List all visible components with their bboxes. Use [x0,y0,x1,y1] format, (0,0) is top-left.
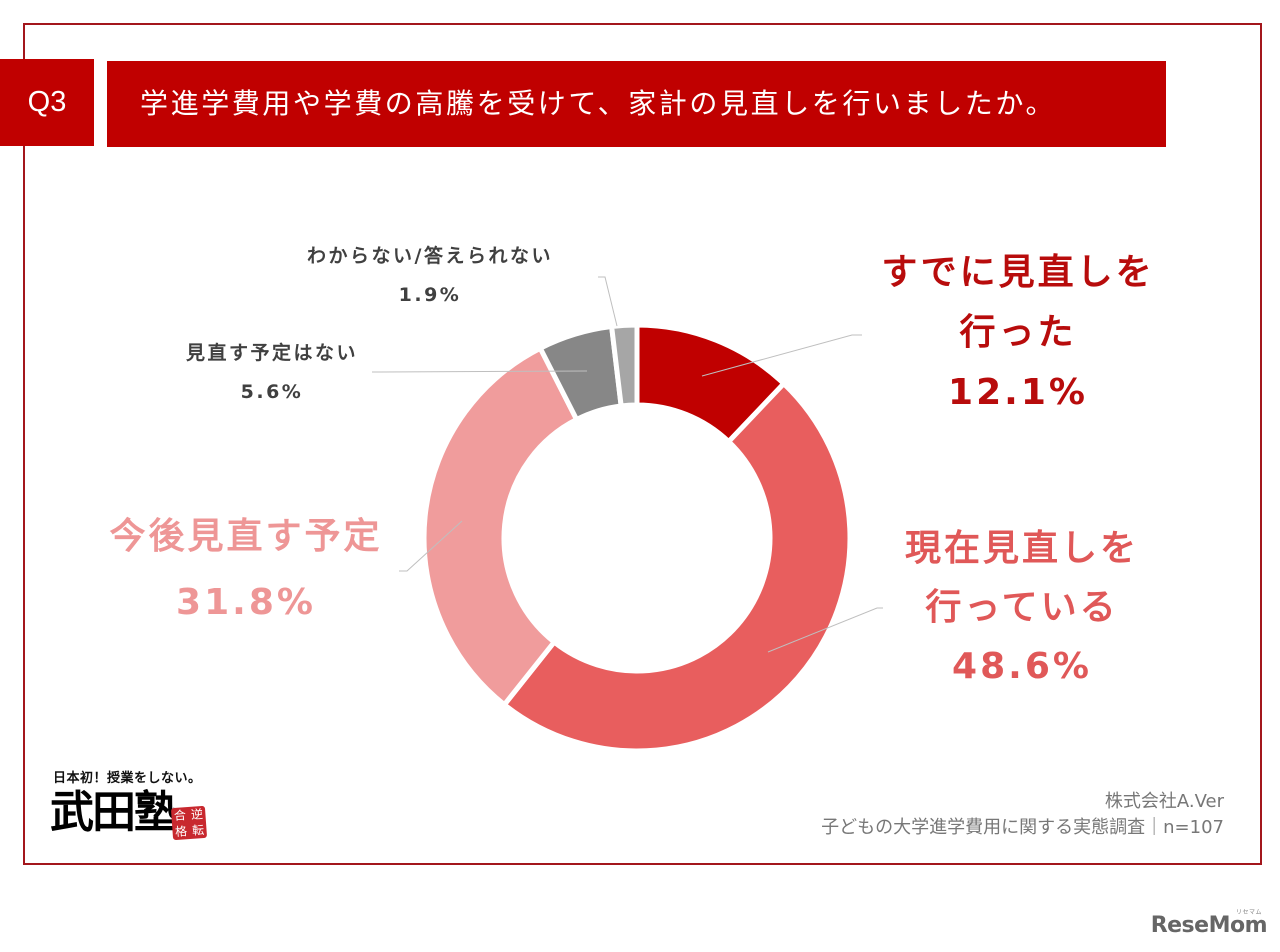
slide-frame [23,23,1262,865]
donut-segments [421,322,853,754]
question-number-badge: Q3 [0,59,94,146]
label-plan-to-review: 今後見直す予定 31.8% [36,504,456,636]
page-title: 学進学費用や学費の高騰を受けて、家計の見直しを行いましたか。 [140,87,1057,120]
label-currently-reviewing: 現在見直しを 行っている 48.6% [812,519,1232,696]
logo-name: 武田塾 [50,787,178,838]
stamp-char: 格 [174,824,188,839]
watermark-ruby: リセマム [1235,909,1262,916]
label-current-value: 48.6% [952,646,1092,687]
source-footer: 株式会社A.Ver 子どもの大学進学費用に関する実態調査｜n=107 [821,789,1224,841]
leader-line-noplan [371,370,588,373]
footer-survey: 子どもの大学進学費用に関する実態調査｜n=107 [821,817,1224,838]
label-already-reviewed: すでに見直しを 行った 12.1% [808,243,1228,423]
label-no-plan-value: 5.6% [240,381,304,403]
stamp-char: 合 [173,808,187,824]
leader-line-already [701,334,862,377]
segment-unknown [608,322,640,409]
label-unknown: わからない/答えられない 1.9% [220,237,640,315]
title-bar: 学進学費用や学費の高騰を受けて、家計の見直しを行いましたか。 [107,61,1166,147]
label-no-plan: 見直す予定はない 5.6% [62,334,482,412]
segment-currently-reviewing [500,380,853,754]
footer-company: 株式会社A.Ver [1104,791,1224,812]
leader-line-plan [399,520,463,572]
label-unknown-text: わからない/答えられない [307,245,553,267]
logo-stamp: 合 逆 格 転 [170,805,208,841]
label-already-line1: すでに見直しを [881,252,1155,293]
question-number: Q3 [27,86,67,118]
label-plan-value: 31.8% [176,582,316,623]
leader-lines [371,276,883,653]
stamp-char: 逆 [190,807,204,822]
label-plan-line1: 今後見直す予定 [109,516,383,557]
segment-plan-to-review [421,344,580,709]
label-already-line2: 行った [959,312,1077,353]
leader-line-unknown [598,276,618,327]
leader-line-current [767,607,883,653]
resemom-watermark: ReseMom [1150,913,1268,938]
label-current-line1: 現在見直しを [904,528,1139,569]
label-no-plan-text: 見直す予定はない [185,342,358,364]
stamp-char: 転 [191,822,205,838]
label-already-value: 12.1% [948,372,1088,413]
logo-tagline: 日本初！授業をしない。 [53,771,202,786]
label-current-line2: 行っている [925,587,1119,628]
label-unknown-value: 1.9% [398,284,462,306]
